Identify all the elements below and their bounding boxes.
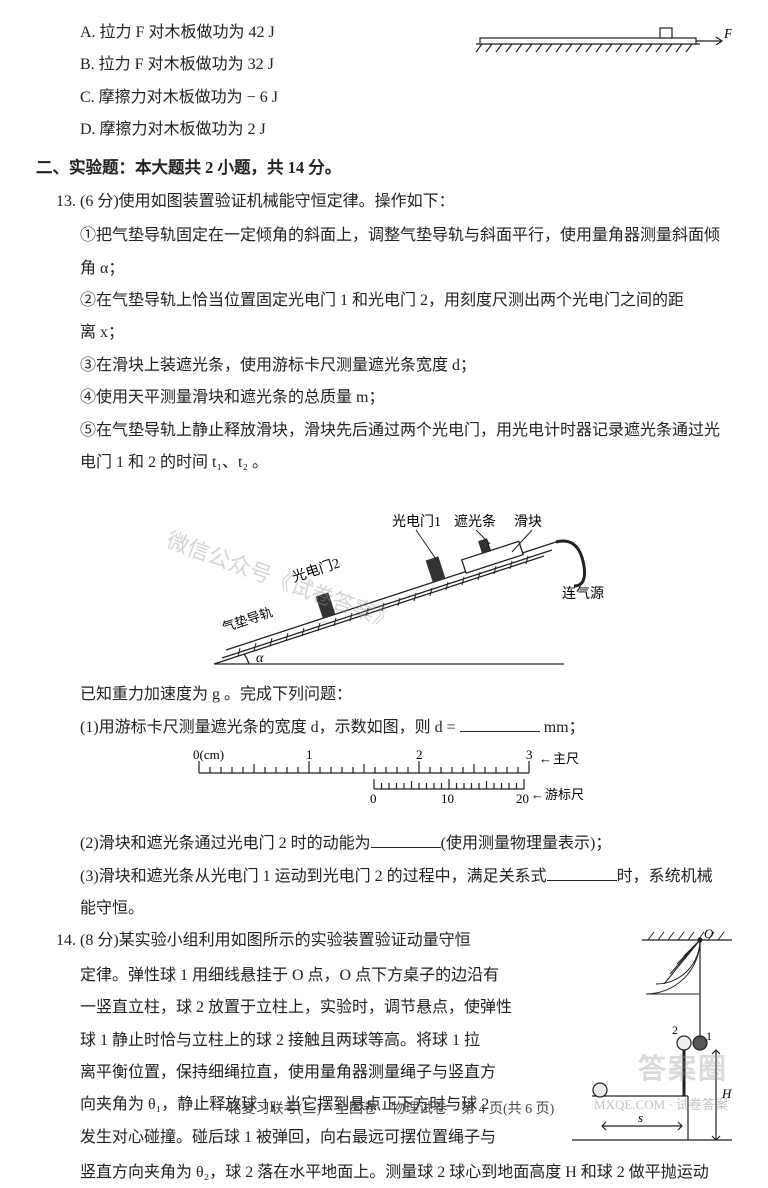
- main-arrow: ←: [539, 751, 552, 766]
- q13-part3a: (3)滑块和遮光条从光电门 1 运动到光电门 2 的过程中，满足关系式时，系统机…: [36, 862, 732, 892]
- q13-part2: (2)滑块和遮光条通过光电门 2 时的动能为(使用测量物理量表示)；: [36, 829, 732, 859]
- q14-line-6: 竖直方向夹角为 θ₂，球 2 落在水平地面上。测量球 2 球心到地面高度 H 和…: [36, 1158, 732, 1188]
- option-d: D. 摩擦力对木板做功为 2 J: [80, 115, 732, 145]
- label-gate1: 光电门1: [392, 514, 441, 530]
- q13-step2b: 离 x；: [36, 318, 732, 348]
- main-tick-1: 1: [306, 749, 313, 762]
- main-label: 主尺: [553, 751, 579, 766]
- q13-step5a: ⑤在气垫导轨上静止释放滑块，滑块先后通过两个光电门，用光电计时器记录遮光条通过光: [36, 416, 732, 446]
- q13-step1a: ①把气垫导轨固定在一定倾角的斜面上，调整气垫导轨与斜面平行，使用量角器测量斜面倾: [36, 221, 732, 251]
- q13-number: 13.: [56, 193, 80, 210]
- q13-step1b: 角 α；: [36, 254, 732, 284]
- q13-step2a: ②在气垫导轨上恰当位置固定光电门 1 和光电门 2，用刻度尺测出两个光电门之间的…: [36, 286, 732, 316]
- label-shade: 遮光条: [454, 513, 496, 530]
- vernier-ruler-diagram: 0(cm) 1 2 3 ← 主尺 0 10 20 ← 游标尺: [169, 749, 599, 819]
- q14-line-5: 发生对心碰撞。碰后球 1 被弹回，向右最远可摆位置绳子与: [36, 1123, 522, 1153]
- q14-line-0: 定律。弹性球 1 用细线悬挂于 O 点，O 点下方桌子的边沿有: [36, 961, 522, 991]
- board-block-diagram: F: [472, 18, 732, 54]
- label-ball2: 2: [672, 1023, 678, 1037]
- q13-part3b: 能守恒。: [36, 894, 732, 924]
- q13-lead: (6 分)使用如图装置验证机械能守恒定律。操作如下：: [80, 193, 455, 210]
- page-footer: 一轮复习联考(三) 全国卷 物理试卷 第 4 页(共 6 页): [0, 1097, 768, 1124]
- main-tick-2: 2: [416, 749, 423, 762]
- label-air: 连气源: [562, 586, 604, 602]
- q13-step5b: 电门 1 和 2 的时间 t₁、t₂ 。: [36, 448, 732, 478]
- q13: 13. (6 分)使用如图装置验证机械能守恒定律。操作如下：: [36, 187, 732, 217]
- q14-line-2: 球 1 静止时恰与立柱上的球 2 接触且两球等高。将球 1 拉: [36, 1026, 522, 1056]
- label-slider: 滑块: [514, 513, 542, 530]
- vernier-label: 游标尺: [545, 787, 584, 802]
- q13-part1: (1)用游标卡尺测量遮光条的宽度 d，示数如图，则 d = mm；: [36, 713, 732, 743]
- option-b: B. 拉力 F 对木板做功为 32 J: [80, 50, 732, 80]
- q13-known: 已知重力加速度为 g 。完成下列问题：: [36, 680, 732, 710]
- q14: 14. (8 分)某实验小组利用如图所示的实验装置验证动量守恒: [36, 926, 522, 956]
- section-2-heading: 二、实验题：本大题共 2 小题，共 14 分。: [36, 152, 732, 183]
- main-tick-0: 0(cm): [193, 749, 224, 762]
- vernier-tick-2: 20: [516, 791, 529, 806]
- label-ball1: 1: [706, 1029, 712, 1043]
- q14-number: 14.: [56, 932, 80, 949]
- force-label: F: [723, 27, 732, 42]
- q13-step3: ③在滑块上装遮光条，使用游标卡尺测量遮光条宽度 d；: [36, 351, 732, 381]
- label-alpha: α: [256, 651, 264, 666]
- vernier-tick-0: 0: [370, 791, 377, 806]
- q14-line-3: 离平衡位置，保持细绳拉直，使用量角器测量绳子与竖直方: [36, 1058, 522, 1088]
- option-c: C. 摩擦力对木板做功为 − 6 J: [80, 83, 732, 113]
- q14-line-1: 一竖直立柱，球 2 放置于立柱上，实验时，调节悬点，使弹性: [36, 993, 522, 1023]
- label-track: 气垫导轨: [220, 605, 274, 635]
- label-O: O: [704, 926, 714, 941]
- main-tick-3: 3: [526, 749, 533, 762]
- watermark-main: 答案圈: [638, 1043, 728, 1096]
- vernier-tick-1: 10: [441, 791, 454, 806]
- vernier-arrow: ←: [531, 787, 544, 802]
- q14-lead: (8 分)某实验小组利用如图所示的实验装置验证动量守恒: [80, 932, 471, 949]
- q13-step4: ④使用天平测量滑块和遮光条的总质量 m；: [36, 383, 732, 413]
